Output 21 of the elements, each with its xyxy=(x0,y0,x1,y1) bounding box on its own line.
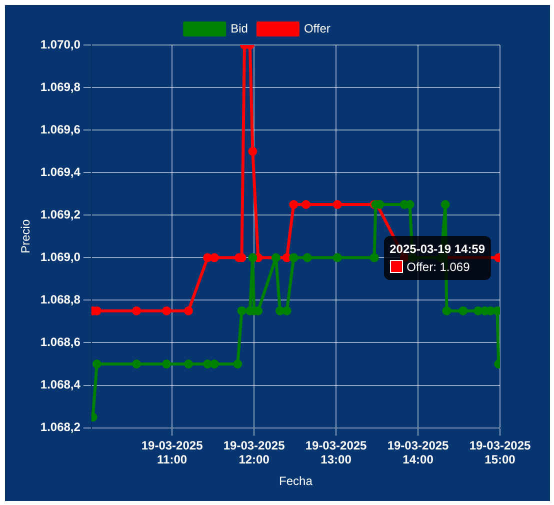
x-axis-title: Fecha xyxy=(279,474,313,488)
annotation: Offer: 1.069 xyxy=(406,258,470,276)
x-tick-label: 19-03-2025 11:00 xyxy=(141,438,204,467)
y-tick-label: 1.069,2 xyxy=(40,207,81,222)
y-tick-label: 1.068,6 xyxy=(40,335,81,350)
x-tick-label: 19-03-2025 15:00 xyxy=(469,438,532,467)
y-tick-label: 1.068,8 xyxy=(40,292,81,307)
y-tick-label: 1.069,4 xyxy=(40,164,81,179)
legend-label: Bid xyxy=(230,21,248,36)
x-tick-label: 19-03-2025 12:00 xyxy=(223,438,286,467)
x-tick-label: 19-03-2025 13:00 xyxy=(305,438,368,467)
y-tick-label: 1.069,8 xyxy=(40,80,81,94)
y-tick-label: 1.069,0 xyxy=(40,250,81,264)
annotation: 2025-03-19 14:59 xyxy=(390,240,486,258)
y-tick-label: 1.070,0 xyxy=(40,37,81,52)
y-axis-title: Precio xyxy=(18,219,33,254)
legend-label: Offer xyxy=(304,21,330,36)
y-tick-label: 1.069,6 xyxy=(40,122,81,136)
y-tick-label: 1.068,2 xyxy=(40,420,81,434)
x-tick-label: 19-03-2025 14:00 xyxy=(387,438,450,467)
y-tick-label: 1.068,4 xyxy=(40,378,81,392)
